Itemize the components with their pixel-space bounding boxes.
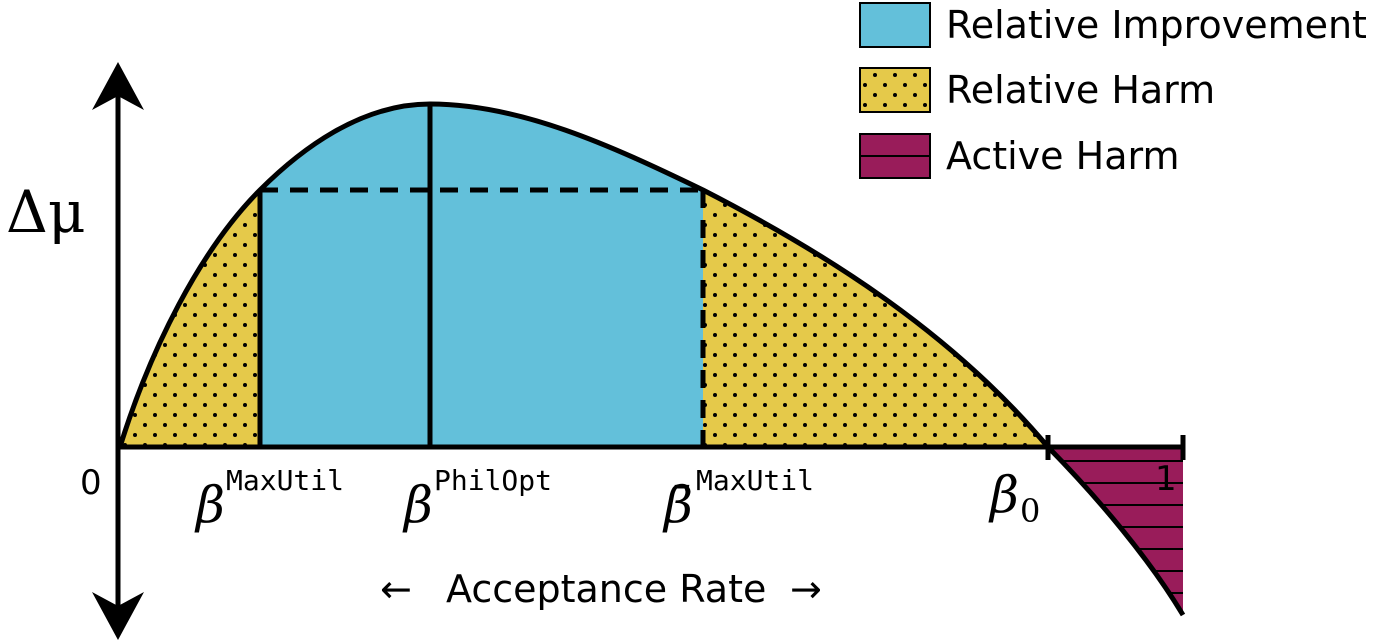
phil-opt-symbol: β — [402, 476, 433, 534]
max-util-bar-symbol: β̄ — [662, 476, 693, 534]
relative-harm-right-region — [703, 190, 1048, 447]
legend-swatch-harm — [859, 67, 931, 113]
legend-label-improvement: Relative Improvement — [946, 3, 1367, 47]
relative-improvement-region — [260, 104, 703, 447]
origin-label: 0 — [80, 463, 102, 503]
max-util-bar-superscript: MaxUtil — [696, 464, 814, 497]
legend: Relative Improvement Relative Harm Activ… — [859, 2, 1367, 179]
x-axis-title: Acceptance Rate — [446, 567, 766, 611]
y-axis-down-arrow-icon — [92, 592, 144, 640]
x-axis-title-right-arrow-icon: → — [790, 567, 822, 611]
max-util-superscript: MaxUtil — [226, 464, 344, 497]
max-util-symbol: β — [194, 476, 225, 534]
end-label: 1 — [1155, 459, 1177, 499]
y-axis-label: Δμ — [6, 178, 86, 246]
relative-harm-left-region — [120, 190, 260, 447]
beta-zero-symbol: β — [988, 466, 1019, 524]
phil-opt-superscript: PhilOpt — [434, 464, 552, 497]
active-harm-region — [1048, 447, 1183, 615]
legend-label-harm: Relative Harm — [946, 68, 1215, 112]
legend-label-active-harm: Active Harm — [946, 134, 1179, 178]
legend-swatch-improvement — [859, 2, 931, 48]
x-axis-title-left-arrow-icon: ← — [380, 567, 412, 611]
beta-zero-subscript: 0 — [1020, 492, 1040, 530]
y-axis-up-arrow-icon — [92, 62, 144, 110]
